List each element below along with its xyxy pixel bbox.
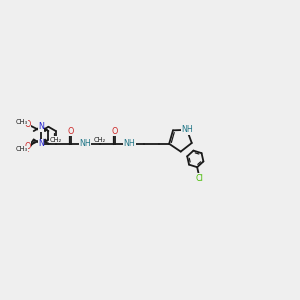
Text: Cl: Cl: [196, 174, 204, 183]
Text: NH: NH: [124, 139, 135, 148]
Text: CH₃: CH₃: [16, 118, 28, 124]
Text: O: O: [23, 145, 30, 154]
Text: O: O: [112, 127, 118, 136]
Text: NH: NH: [79, 139, 91, 148]
Text: NH: NH: [181, 125, 193, 134]
Text: O: O: [67, 127, 74, 136]
Text: N: N: [38, 122, 44, 131]
Text: CH₂: CH₂: [94, 137, 106, 143]
Text: N: N: [38, 139, 44, 148]
Text: CH₂: CH₂: [50, 137, 62, 143]
Text: O: O: [25, 120, 31, 129]
Text: CH₃: CH₃: [16, 146, 28, 152]
Text: O: O: [25, 142, 31, 151]
